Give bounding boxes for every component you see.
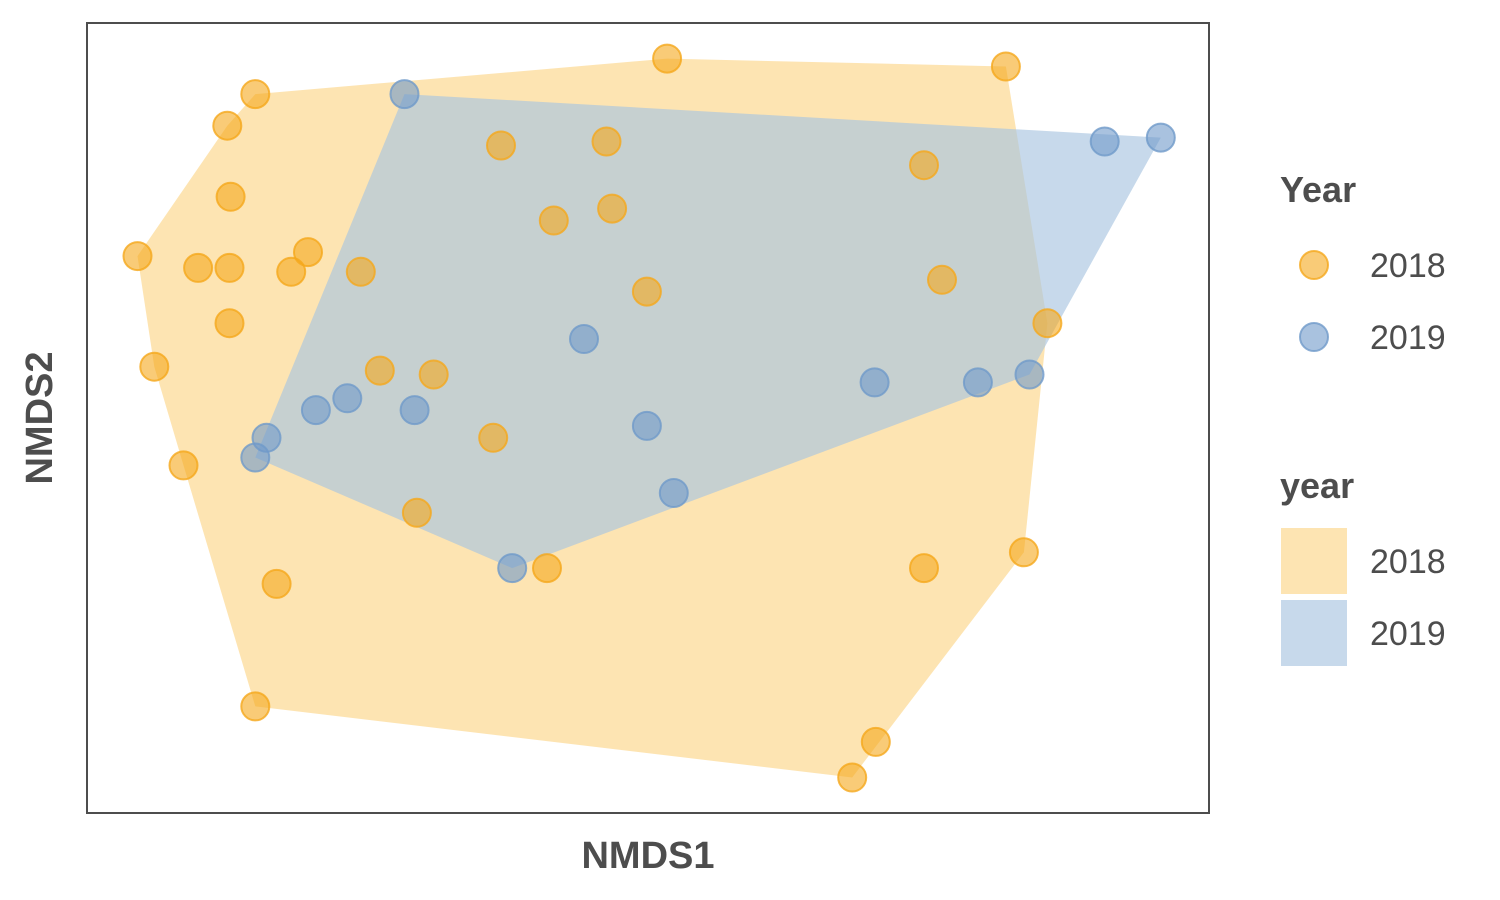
hull-layer bbox=[137, 58, 1161, 778]
hull-legend-label-2019: 2019 bbox=[1370, 615, 1446, 653]
point-2018-31 bbox=[860, 726, 891, 757]
x-axis-title: NMDS1 bbox=[581, 835, 714, 877]
point-2018-18 bbox=[240, 691, 271, 722]
point-legend: Year 2018 2019 bbox=[1280, 169, 1446, 357]
hull-legend-key-2019 bbox=[1281, 600, 1347, 666]
point-legend-label-2018: 2018 bbox=[1370, 247, 1446, 285]
point-2019-0 bbox=[389, 79, 420, 110]
point-2019-5 bbox=[240, 442, 271, 473]
point-2019-3 bbox=[569, 324, 599, 354]
point-2018-19 bbox=[486, 130, 516, 161]
point-2018-15 bbox=[401, 497, 432, 528]
plot-panel-border bbox=[86, 22, 1210, 814]
point-2018-11 bbox=[364, 355, 395, 386]
point-2019-8 bbox=[399, 395, 430, 426]
point-2018-14 bbox=[478, 422, 509, 453]
point-2019-13 bbox=[962, 367, 993, 398]
point-2019-1 bbox=[1089, 126, 1120, 157]
point-2018-21 bbox=[538, 205, 569, 236]
point-2019-10 bbox=[658, 478, 689, 508]
point-layer bbox=[122, 43, 1176, 793]
hull-legend-title: year bbox=[1280, 465, 1354, 506]
point-2018-30 bbox=[1008, 537, 1039, 568]
point-2018-17 bbox=[261, 568, 292, 599]
point-legend-label-2019: 2019 bbox=[1370, 319, 1446, 357]
point-2018-3 bbox=[122, 241, 153, 272]
point-2018-0 bbox=[240, 79, 271, 110]
point-2018-27 bbox=[927, 264, 957, 295]
point-2018-1 bbox=[212, 110, 243, 141]
point-2018-13 bbox=[168, 450, 199, 481]
point-2018-2 bbox=[215, 181, 246, 212]
point-2018-10 bbox=[139, 351, 170, 382]
hull-2019 bbox=[255, 94, 1161, 569]
point-2018-4 bbox=[183, 252, 214, 283]
point-2019-9 bbox=[631, 410, 662, 441]
point-2018-26 bbox=[909, 150, 939, 181]
point-2018-28 bbox=[1032, 308, 1063, 339]
point-legend-key-2019 bbox=[1299, 322, 1329, 352]
point-legend-title: Year bbox=[1280, 169, 1356, 210]
point-2018-8 bbox=[345, 256, 376, 287]
hull-legend-label-2018: 2018 bbox=[1370, 543, 1446, 581]
point-2019-14 bbox=[1014, 359, 1045, 390]
point-2019-7 bbox=[332, 383, 363, 414]
point-2019-12 bbox=[859, 367, 890, 398]
point-2019-6 bbox=[300, 395, 331, 426]
point-2018-12 bbox=[418, 359, 449, 390]
point-2018-16 bbox=[532, 553, 562, 584]
point-2019-2 bbox=[1145, 122, 1176, 153]
point-2018-22 bbox=[597, 193, 628, 224]
point-2019-11 bbox=[497, 553, 528, 584]
point-2018-7 bbox=[276, 256, 307, 287]
point-2018-29 bbox=[909, 553, 939, 584]
point-legend-key-2018 bbox=[1299, 250, 1329, 280]
hull-legend: year 2018 2019 bbox=[1280, 465, 1446, 666]
point-2018-23 bbox=[631, 276, 662, 307]
point-2018-9 bbox=[214, 308, 245, 339]
point-2018-5 bbox=[214, 252, 245, 283]
point-2018-32 bbox=[837, 762, 868, 793]
point-2018-20 bbox=[591, 126, 622, 157]
hull-legend-key-2018 bbox=[1281, 528, 1347, 594]
point-2018-25 bbox=[990, 51, 1021, 82]
point-2018-24 bbox=[652, 43, 683, 74]
y-axis-title: NMDS2 bbox=[19, 351, 61, 484]
point-2018-6 bbox=[293, 237, 323, 268]
